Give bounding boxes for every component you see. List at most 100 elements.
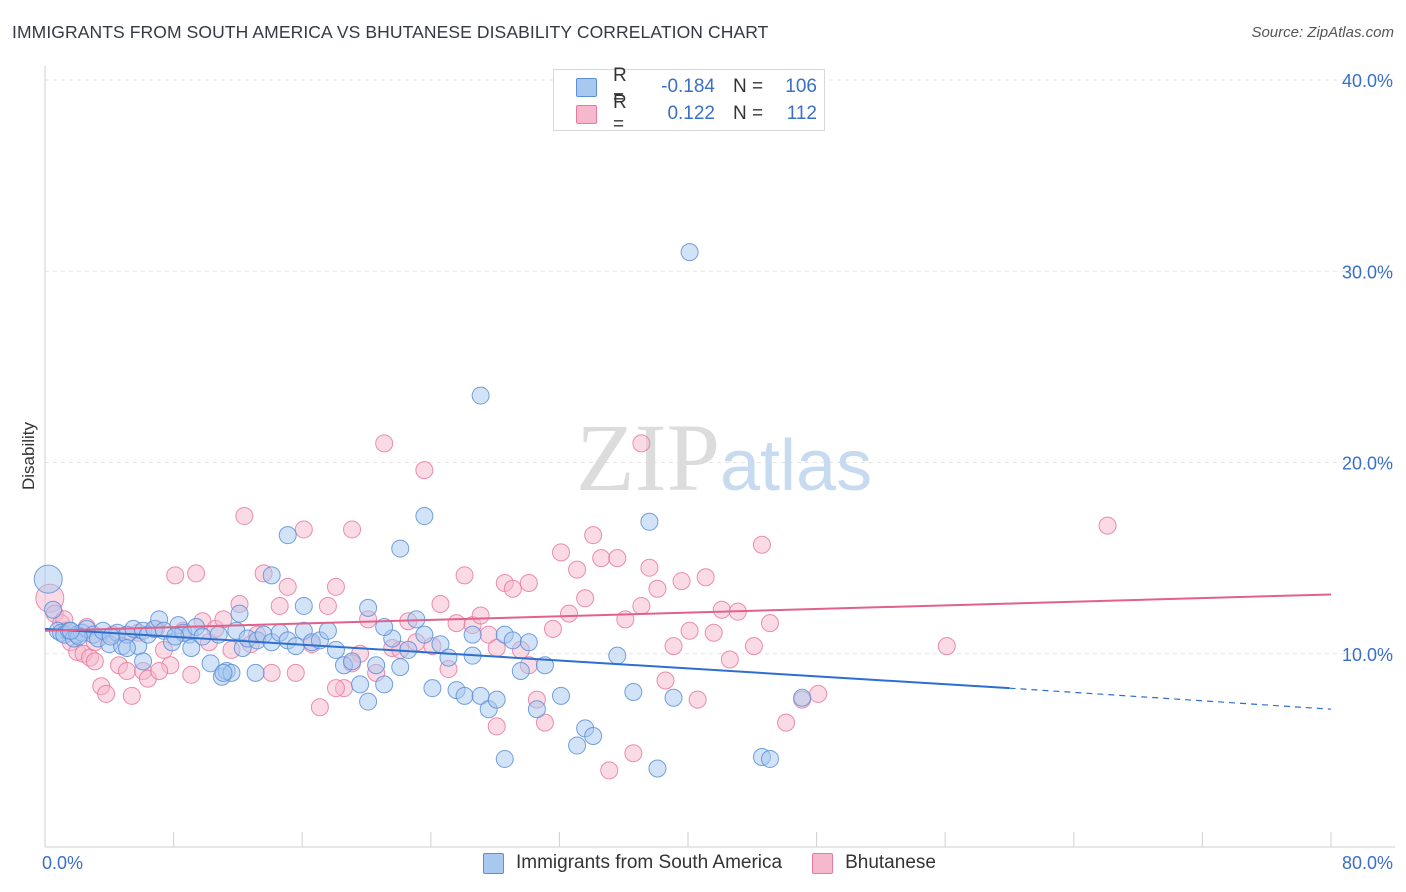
bhutanese-point — [648, 579, 667, 598]
grid-lines — [45, 79, 1395, 655]
bhutanese-point — [777, 713, 796, 732]
legend-r-value: -0.184 — [661, 76, 715, 97]
south-america-point — [391, 539, 410, 558]
south-america-point — [375, 675, 394, 694]
watermark-zip: ZIP — [576, 404, 720, 511]
south-america-point — [423, 679, 442, 698]
bhutanese-point — [696, 568, 715, 587]
bhutanese-point — [552, 543, 571, 562]
south-america-point — [503, 631, 522, 650]
south-america-point — [134, 652, 153, 671]
south-america-point — [439, 648, 458, 667]
bhutanese-point — [326, 577, 345, 596]
south-america-point — [584, 726, 603, 745]
south-america-point — [391, 658, 410, 677]
bhutanese-point — [1098, 516, 1117, 535]
bhutanese-point — [680, 621, 699, 640]
bhutanese-point — [672, 572, 691, 591]
bhutanese-point — [720, 650, 739, 669]
legend-swatch-pink — [576, 104, 597, 124]
bhutanese-point — [122, 686, 141, 705]
bhutanese-point — [503, 579, 522, 598]
south-america-point — [527, 700, 546, 719]
south-america-trend-extension — [1009, 687, 1332, 710]
bhutanese-point — [471, 606, 490, 625]
south-america-point — [343, 652, 362, 671]
y-tick-label: 20.0% — [1342, 454, 1393, 474]
y-tick-label: 30.0% — [1342, 262, 1393, 282]
bhutanese-point — [85, 652, 104, 671]
bhutanese-point — [294, 520, 313, 539]
legend-n-label: N = — [733, 103, 764, 124]
bhutanese-point — [310, 698, 329, 717]
bhutanese-point — [286, 663, 305, 682]
south-america-point — [214, 663, 233, 682]
source-label: Source: ZipAtlas.com — [1251, 24, 1394, 41]
south-america-point — [415, 507, 434, 526]
bhutanese-point — [235, 507, 254, 526]
bhutanese-point — [431, 595, 450, 614]
bhutanese-point — [744, 637, 763, 656]
south-america-point — [415, 625, 434, 644]
bhutanese-point — [415, 461, 434, 480]
bhutanese-point — [318, 596, 337, 615]
bhutanese-point — [568, 560, 587, 579]
tick-labels: 10.0% 20.0% 30.0% 40.0% 0.0% 80.0% — [42, 71, 1393, 873]
south-america-point — [455, 686, 474, 705]
south-america-point — [495, 749, 514, 768]
bhutanese-point — [270, 596, 289, 615]
bhutanese-point — [608, 549, 627, 568]
x-tick-label: 80.0% — [1342, 853, 1393, 873]
bhutanese-point — [187, 564, 206, 583]
bhutanese-point — [117, 661, 136, 680]
bhutanese-point — [262, 663, 281, 682]
bhutanese-point — [326, 679, 345, 698]
chart-title: IMMIGRANTS FROM SOUTH AMERICA VS BHUTANE… — [12, 22, 769, 42]
bhutanese-point — [656, 671, 675, 690]
bhutanese-point — [752, 535, 771, 554]
south-america-point — [568, 736, 587, 755]
bhutanese-point — [760, 614, 779, 633]
bhutanese-point — [664, 637, 683, 656]
bhutanese-point — [584, 526, 603, 545]
south-america-point — [511, 661, 530, 680]
correlation-legend: R = -0.184 N = 106 R = 0.122 N = 112 — [553, 65, 825, 135]
legend-swatch-blue — [483, 852, 504, 874]
bhutanese-point — [632, 434, 651, 453]
bhutanese-point — [278, 577, 297, 596]
y-axis-label: Disability — [19, 421, 38, 490]
y-tick-label: 10.0% — [1342, 645, 1393, 665]
bhutanese-point — [632, 596, 651, 615]
south-america-trend-line — [44, 627, 1010, 690]
legend-item-bhutanese[interactable]: Bhutanese — [812, 852, 936, 874]
south-america-point — [624, 683, 643, 701]
bhutanese-point — [182, 665, 201, 684]
south-america-point — [117, 639, 136, 658]
bhutanese-point — [97, 684, 116, 703]
south-america-point — [487, 690, 506, 709]
series-legend: Immigrants from South America Bhutanese — [483, 852, 966, 874]
legend-item-south-america[interactable]: Immigrants from South America — [483, 852, 782, 874]
south-america-point — [286, 637, 305, 656]
legend-n-value: 112 — [786, 103, 817, 124]
bhutanese-point — [375, 434, 394, 453]
south-america-point — [608, 646, 627, 665]
bhutanese-point — [560, 604, 579, 623]
bhutanese-point — [166, 566, 185, 585]
south-america-point — [535, 656, 554, 675]
bhutanese-point — [809, 684, 828, 703]
legend-item-label: Bhutanese — [845, 852, 936, 873]
bhutanese-point — [688, 690, 707, 709]
south-america-point — [471, 386, 490, 405]
axes — [44, 66, 1395, 848]
south-america-point — [463, 625, 482, 644]
trend-lines — [44, 593, 1332, 710]
south-america-point — [680, 243, 699, 262]
south-america-point — [182, 639, 201, 658]
bhutanese-point — [712, 600, 731, 619]
watermark-atlas: atlas — [720, 426, 872, 506]
bhutanese-point — [447, 614, 466, 633]
bhutanese-point — [455, 566, 474, 585]
bhutanese-point — [343, 520, 362, 539]
